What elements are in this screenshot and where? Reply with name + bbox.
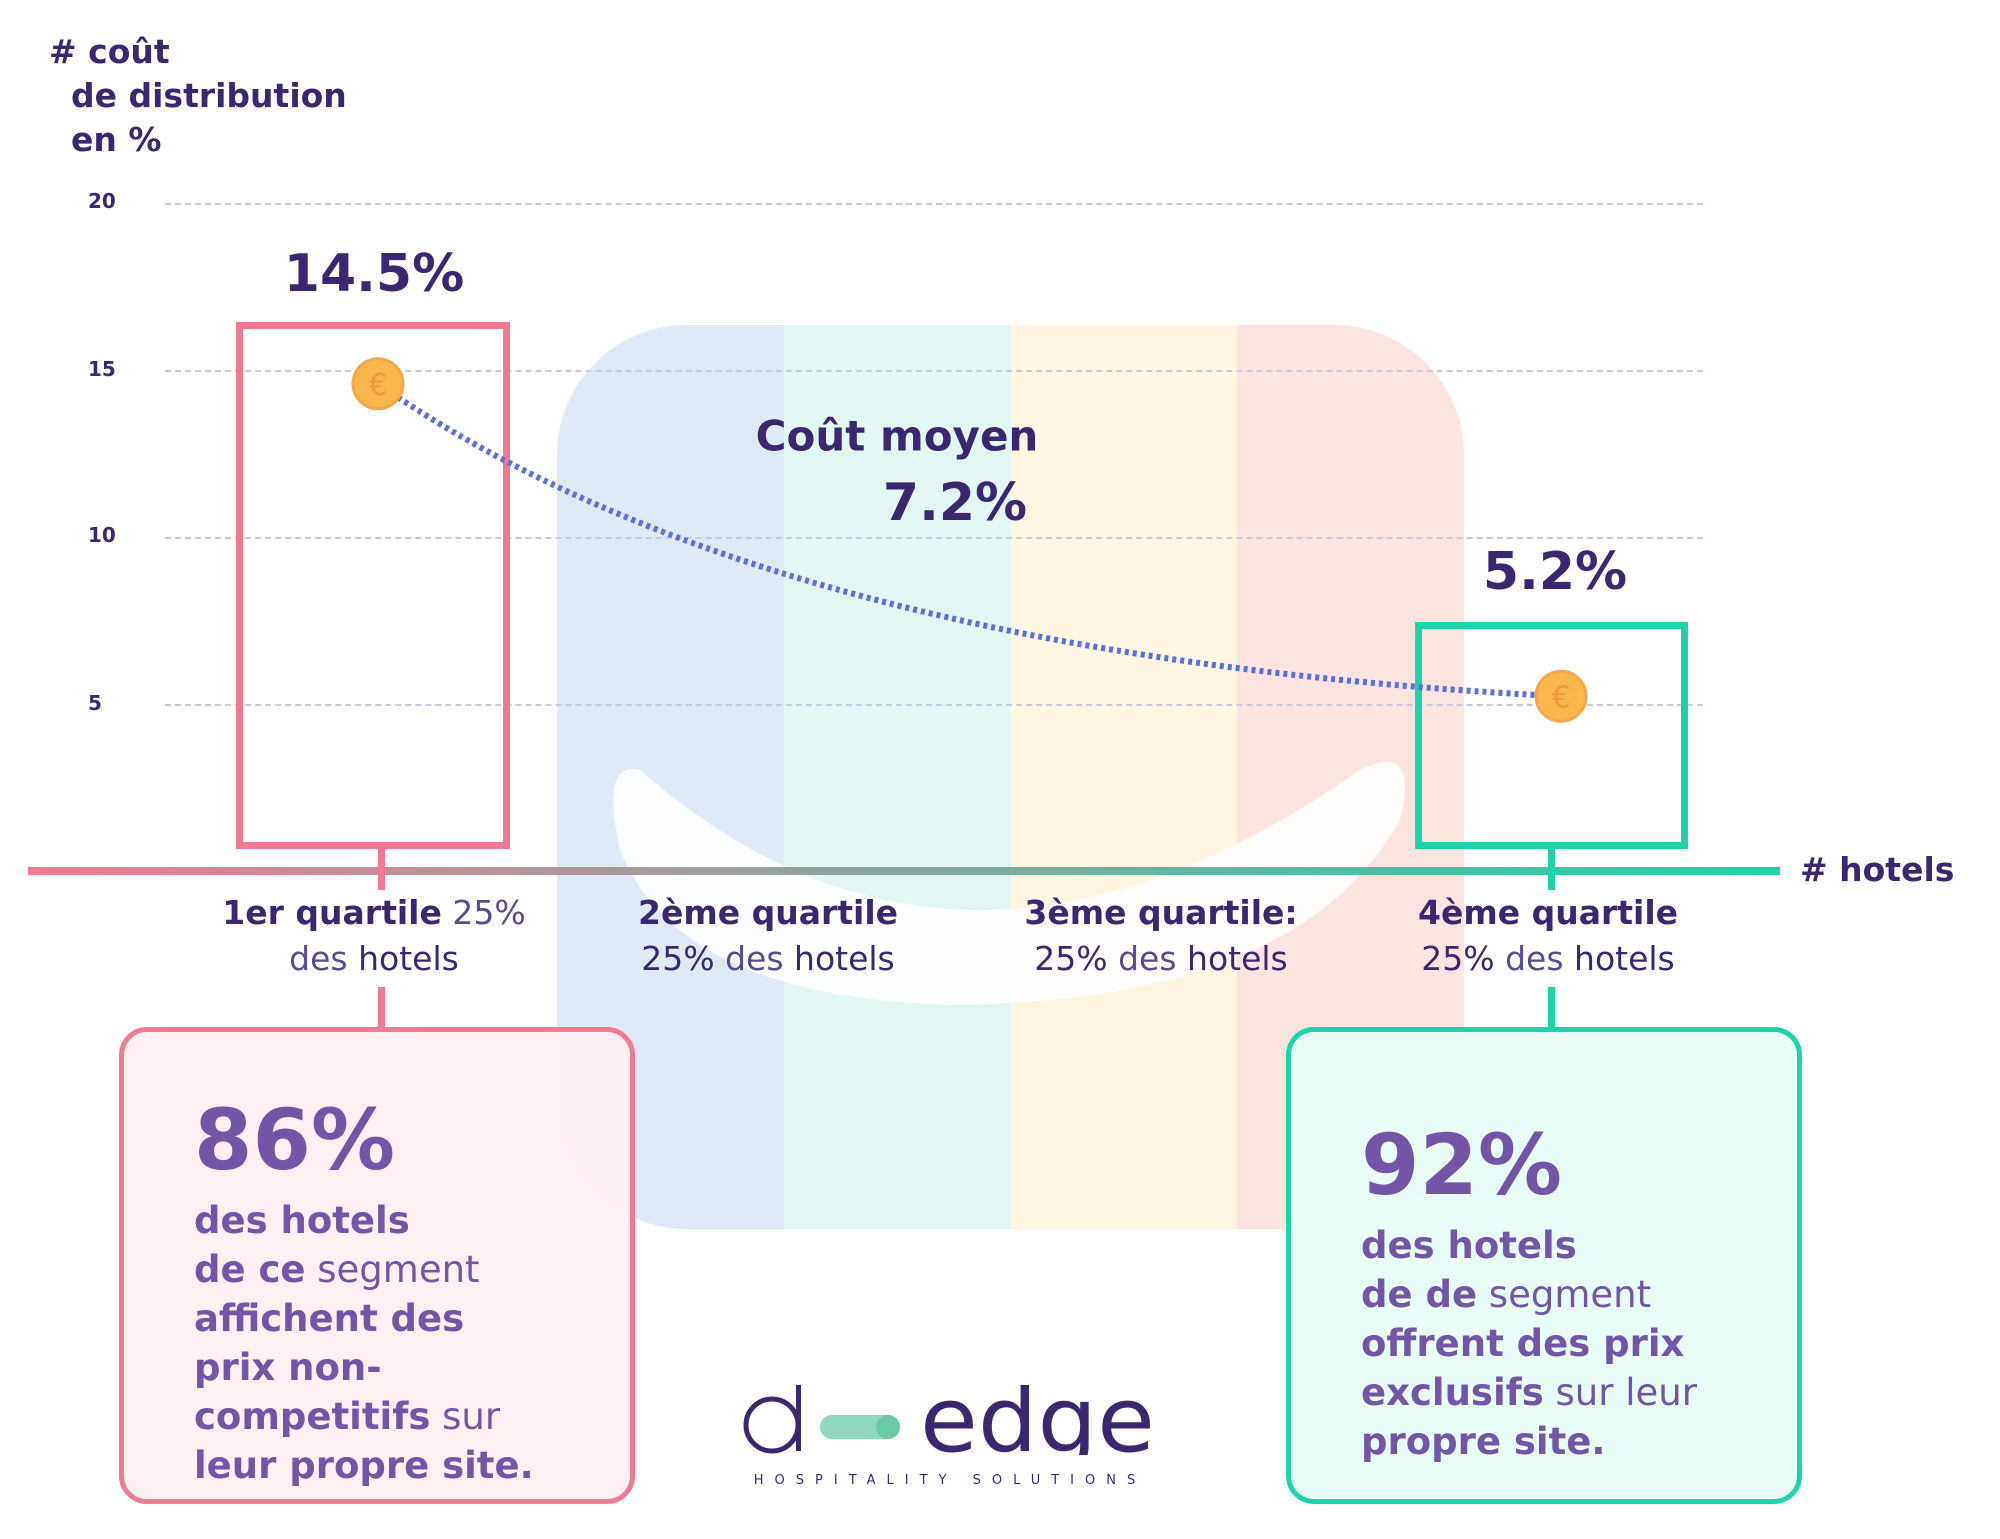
background-logo-stripes xyxy=(557,325,1464,1229)
q4-box xyxy=(1415,622,1688,849)
d-edge-logo: edge HOSPITALITY SOLUTIONS xyxy=(740,1368,1160,1488)
trend-line xyxy=(376,381,1562,700)
euro-symbol: € xyxy=(368,368,387,403)
q2-label: 2ème quartile 25% des hotels xyxy=(637,893,899,978)
x-axis-title: # hotels xyxy=(1800,850,1955,889)
q1-label: 1er quartile 25% des hotels xyxy=(222,893,526,978)
gridline xyxy=(165,370,1703,372)
q1-connector xyxy=(378,987,385,1027)
q3-label: 3ème quartile: 25% des hotels xyxy=(1024,893,1298,978)
q4-connector xyxy=(1548,849,1555,890)
q1-insight-card: 86% des hotels de ce segment affichent d… xyxy=(119,1027,635,1504)
svg-text:edge: edge xyxy=(920,1385,1155,1455)
y-tick-10: 10 xyxy=(88,523,116,547)
q4-label: 4ème quartile 25% des hotels xyxy=(1417,893,1679,978)
euro-coin-icon xyxy=(1534,669,1588,723)
y-tick-20: 20 xyxy=(88,189,116,213)
euro-symbol: € xyxy=(1551,680,1570,715)
q1-connector xyxy=(378,849,385,890)
q4-connector xyxy=(1548,987,1555,1027)
y-tick-15: 15 xyxy=(88,357,116,381)
euro-coin-icon xyxy=(351,357,405,411)
gridline xyxy=(165,704,1703,706)
q1-box xyxy=(236,322,510,849)
y-tick-5: 5 xyxy=(88,691,102,715)
average-value: 7.2% xyxy=(882,473,1028,533)
q1-value-label: 14.5% xyxy=(283,244,465,304)
logo-mark: edge xyxy=(743,1368,1155,1473)
x-axis-line xyxy=(28,867,1780,875)
y-axis-title: # coût de distribution en % xyxy=(49,32,347,159)
gridline xyxy=(165,203,1703,205)
q4-insight-card: 92% des hotels de de segment offrent des… xyxy=(1286,1027,1802,1504)
q4-value-label: 5.2% xyxy=(1482,542,1628,602)
gridline xyxy=(165,537,1703,539)
average-label: Coût moyen xyxy=(755,411,1039,461)
